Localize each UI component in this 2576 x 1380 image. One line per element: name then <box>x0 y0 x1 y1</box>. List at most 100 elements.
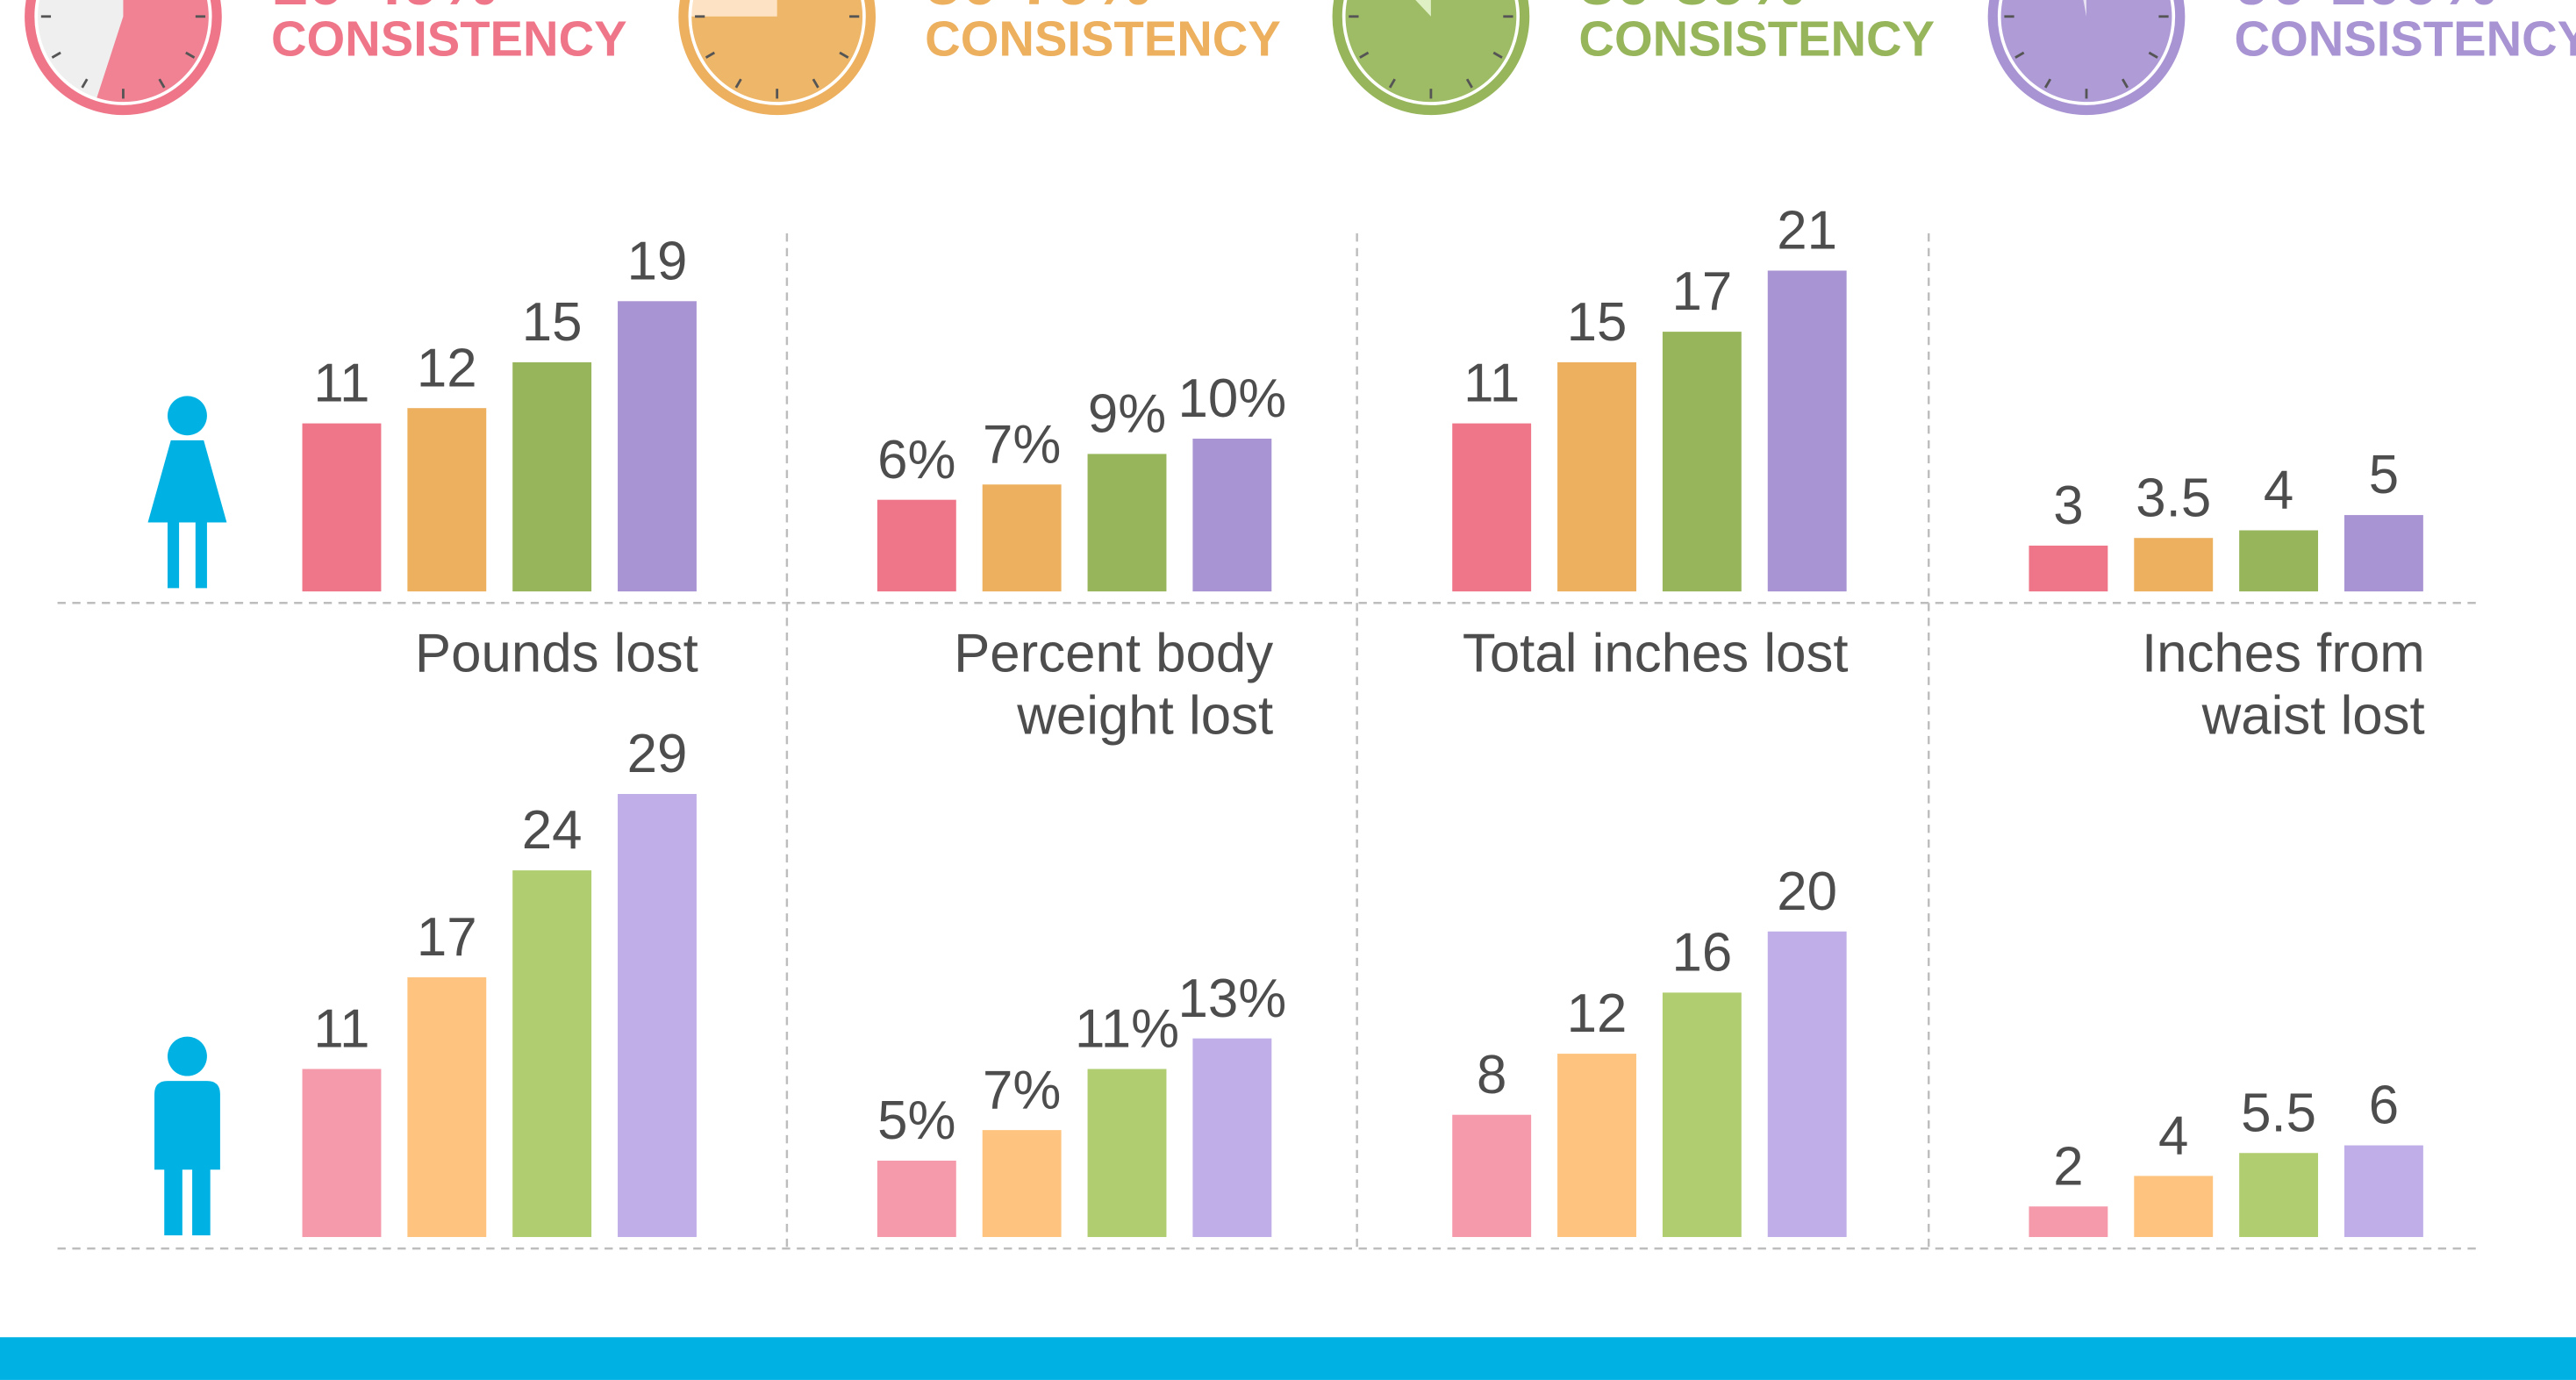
bar <box>2343 1145 2423 1238</box>
bar <box>1662 992 1742 1238</box>
value-label: 11 <box>313 999 369 1060</box>
bar <box>1767 270 1847 592</box>
bar <box>2239 530 2319 592</box>
clock-tick <box>2014 51 2025 59</box>
bar <box>2029 1206 2108 1238</box>
legend-range: 10-49% <box>271 0 497 18</box>
clock-sector <box>2000 0 2172 103</box>
value-label: 7% <box>983 414 1061 475</box>
bar <box>1087 1069 1167 1238</box>
bar <box>877 499 956 592</box>
bar <box>982 1130 1062 1238</box>
clock-tick <box>2148 51 2158 59</box>
bar <box>618 301 697 592</box>
metric-title: weight lost <box>1016 686 1273 747</box>
bar <box>2134 538 2214 592</box>
bar <box>302 423 382 592</box>
value-label: 7% <box>983 1060 1061 1120</box>
legend-label: CONSISTENCY <box>2235 11 2576 67</box>
value-label: 16 <box>1671 923 1732 983</box>
value-label: 8 <box>1477 1045 1506 1105</box>
value-label: 29 <box>627 724 688 784</box>
footer-band <box>0 1337 2576 1380</box>
value-label: 3.5 <box>2136 468 2211 528</box>
bar <box>618 794 697 1238</box>
bar <box>512 870 592 1238</box>
value-label: 4 <box>2158 1106 2188 1167</box>
value-label: 11% <box>1075 999 1179 1060</box>
man-icon <box>154 1036 220 1236</box>
bar <box>512 361 592 592</box>
value-label: 13% <box>1178 969 1287 1029</box>
bar <box>1452 423 1532 592</box>
clock-tick <box>2121 78 2129 89</box>
clock-tick <box>81 78 89 89</box>
bar <box>1192 1038 1272 1238</box>
legend-range: 50-79% <box>925 0 1151 18</box>
value-label: 17 <box>417 907 477 968</box>
bar <box>2134 1176 2214 1238</box>
clock-tick <box>51 51 61 59</box>
clock-tick <box>1388 78 1396 89</box>
bar <box>302 1069 382 1238</box>
clock-tick <box>839 51 849 59</box>
clock-tick <box>1465 78 1473 89</box>
value-label: 5.5 <box>2241 1083 2316 1143</box>
bar <box>1662 332 1742 592</box>
bar <box>1767 931 1847 1238</box>
value-label: 11 <box>313 354 369 414</box>
bar <box>1557 1054 1636 1238</box>
value-label: 9% <box>1088 384 1166 445</box>
metric-title: Pounds lost <box>415 623 698 683</box>
value-label: 20 <box>1777 862 1837 922</box>
legend-range: 80-89% <box>1578 0 1805 18</box>
value-label: 4 <box>2264 461 2293 521</box>
clock-sector <box>691 0 862 103</box>
bar <box>877 1160 956 1238</box>
clock-tick <box>158 78 166 89</box>
bar <box>407 976 487 1238</box>
clock-tick <box>1359 51 1370 59</box>
value-label: 6% <box>877 430 955 490</box>
bar <box>407 408 487 592</box>
clock-sector <box>1345 0 1517 103</box>
clock-tick <box>812 78 819 89</box>
legend-label: CONSISTENCY <box>271 11 627 67</box>
metric-title: Percent body <box>954 623 1273 683</box>
bar <box>2029 545 2108 592</box>
value-label: 11 <box>1463 354 1520 414</box>
value-label: 24 <box>522 800 583 861</box>
value-label: 17 <box>1671 261 1732 322</box>
bar <box>982 484 1062 592</box>
metric-title: Inches from <box>2142 623 2425 683</box>
clock-sector <box>97 0 209 103</box>
bar <box>1557 361 1636 592</box>
clock-tick <box>734 78 742 89</box>
value-label: 15 <box>522 292 583 353</box>
bar <box>1452 1114 1532 1238</box>
bar <box>2343 515 2423 592</box>
clock-tick <box>705 51 716 59</box>
legend-range: 90-100% <box>2235 0 2498 18</box>
value-label: 6 <box>2369 1076 2399 1136</box>
value-label: 5 <box>2369 445 2399 505</box>
metric-title: Total inches lost <box>1463 623 1849 683</box>
value-label: 2 <box>2053 1136 2083 1197</box>
metric-title: waist lost <box>2201 686 2425 747</box>
value-label: 3 <box>2053 475 2083 536</box>
legend-label: CONSISTENCY <box>925 11 1281 67</box>
bar <box>2239 1153 2319 1238</box>
value-label: 5% <box>877 1090 955 1151</box>
legend-label: CONSISTENCY <box>1578 11 1935 67</box>
clock-tick <box>185 51 196 59</box>
value-label: 12 <box>1567 983 1628 1044</box>
woman-icon <box>147 396 227 589</box>
value-label: 15 <box>1567 292 1628 353</box>
value-label: 10% <box>1178 368 1287 429</box>
bar <box>1192 439 1272 592</box>
value-label: 21 <box>1777 201 1837 261</box>
value-label: 12 <box>417 338 477 398</box>
value-label: 19 <box>627 231 688 291</box>
